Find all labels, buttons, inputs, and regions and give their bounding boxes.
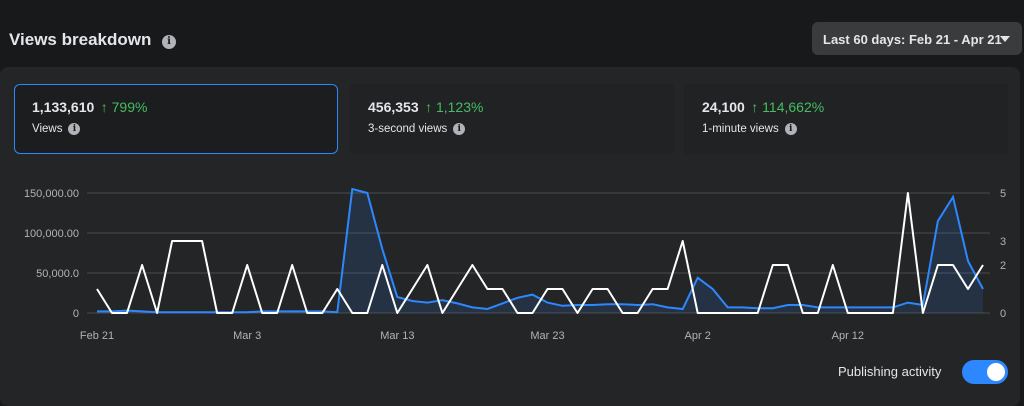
page-title: Views breakdown [9,30,152,49]
y-tick-label-left: 0 [73,308,79,320]
info-icon[interactable]: i [68,123,81,135]
info-icon[interactable]: i [784,123,797,135]
views-line [97,187,984,314]
y-tick-label-right: 3 [1000,236,1006,248]
x-tick-label: Apr 2 [685,330,711,342]
metric-label: 3-second views [368,123,448,135]
x-tick-label: Mar 3 [233,330,261,342]
metric-change: ↑ 114,662% [751,99,825,115]
metric-label: 1-minute views [702,123,779,135]
info-icon[interactable]: i [162,35,176,49]
publishing-activity-label: Publishing activity [838,364,942,379]
metric-value: 456,353 [368,99,419,115]
info-icon[interactable]: i [453,123,466,135]
metric-tab-views[interactable]: 1,133,610 ↑ 799% Views i [14,84,338,154]
metric-value: 24,100 [702,99,745,115]
y-tick-label-right: 5 [1000,188,1006,200]
x-tick-label: Apr 12 [832,330,864,342]
metric-tab-3-second-views[interactable]: 456,353 ↑ 1,123% 3-second views i [350,84,674,154]
y-tick-label-right: 2 [1000,260,1006,272]
x-tick-label: Mar 23 [530,330,564,342]
y-tick-label-left: 150,000.00 [24,188,79,200]
metric-tab-1-minute-views[interactable]: 24,100 ↑ 114,662% 1-minute views i [684,84,1008,154]
views-area [97,189,983,313]
metric-value: 1,133,610 [32,99,95,115]
x-tick-label: Feb 21 [80,330,114,342]
toggle-knob [987,363,1005,381]
y-tick-label-right: 0 [1000,308,1006,320]
caret-down-icon [1000,36,1010,42]
metric-change: ↑ 799% [100,99,148,115]
metric-label: Views [32,123,63,135]
y-tick-label-left: 50,000.0 [36,268,79,280]
metric-change: ↑ 1,123% [425,99,484,115]
x-tick-label: Mar 13 [380,330,414,342]
publishing-activity-toggle[interactable] [962,360,1008,384]
date-range-label: Last 60 days: Feb 21 - Apr 21 [823,32,1002,47]
publishing-activity-line [96,192,984,314]
header: Views breakdown i Last 60 days: Feb 21 -… [0,0,1024,70]
y-tick-label-left: 100,000.00 [24,228,79,240]
date-range-dropdown[interactable]: Last 60 days: Feb 21 - Apr 21 [812,22,1022,55]
